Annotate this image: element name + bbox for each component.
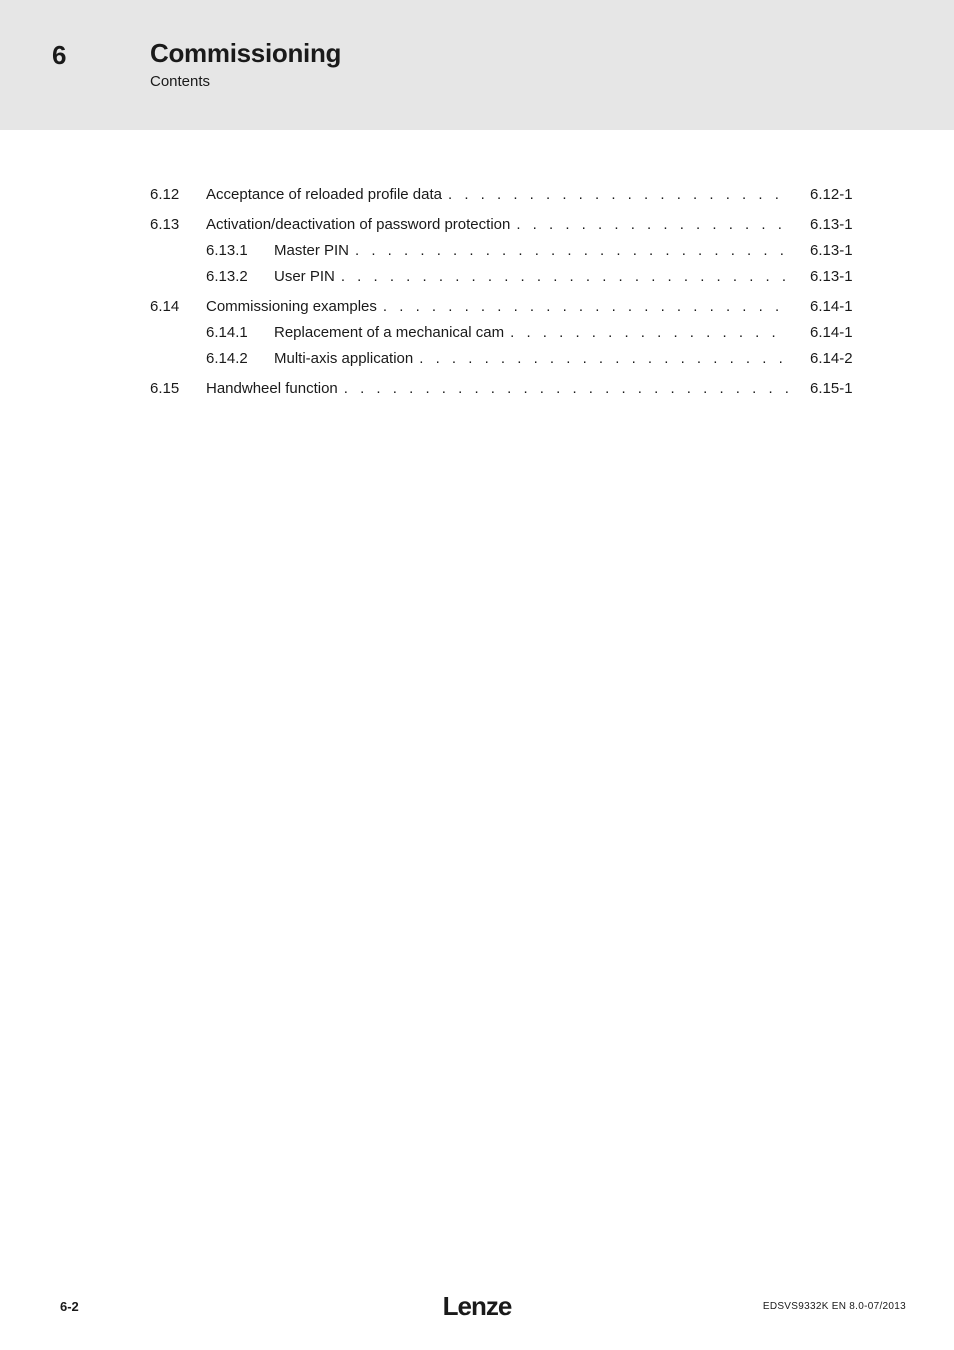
toc-text: Replacement of a mechanical cam bbox=[274, 324, 504, 341]
toc-entry: 6.13.1 Master PIN . . . . . . . . . . . … bbox=[150, 242, 864, 259]
toc-leader-dots: . . . . . . . . . . . . . . . . . . . . … bbox=[516, 216, 788, 233]
header-band: 6 Commissioning Contents bbox=[0, 0, 954, 130]
brand-logo: Lenze bbox=[443, 1291, 512, 1322]
toc-text: Commissioning examples bbox=[206, 298, 377, 315]
toc-number: 6.14 bbox=[150, 298, 206, 315]
toc-number: 6.13.1 bbox=[206, 242, 274, 259]
toc-page: 6.15-1 bbox=[794, 380, 864, 397]
toc-leader-dots: . . . . . . . . . . . . . . . . . . . . … bbox=[419, 350, 788, 367]
toc-entry: 6.13.2 User PIN . . . . . . . . . . . . … bbox=[150, 268, 864, 285]
toc-entry: 6.15 Handwheel function . . . . . . . . … bbox=[150, 380, 864, 397]
toc-text: Multi-axis application bbox=[274, 350, 413, 367]
toc-page: 6.13-1 bbox=[794, 268, 864, 285]
page-subtitle: Contents bbox=[150, 73, 341, 90]
toc-text: Acceptance of reloaded profile data bbox=[206, 186, 442, 203]
title-group: Commissioning Contents bbox=[150, 38, 341, 90]
toc-page: 6.12-1 bbox=[794, 186, 864, 203]
toc-entry: 6.12 Acceptance of reloaded profile data… bbox=[150, 186, 864, 203]
toc-page: 6.14-1 bbox=[794, 324, 864, 341]
toc-number: 6.12 bbox=[150, 186, 206, 203]
toc-number: 6.14.2 bbox=[206, 350, 274, 367]
page-number: 6-2 bbox=[60, 1299, 79, 1314]
toc-entry: 6.13 Activation/deactivation of password… bbox=[150, 216, 864, 233]
toc-text: Activation/deactivation of password prot… bbox=[206, 216, 510, 233]
toc-leader-dots: . . . . . . . . . . . . . . . . . . . . … bbox=[448, 186, 788, 203]
page-title: Commissioning bbox=[150, 38, 341, 69]
toc-number: 6.13.2 bbox=[206, 268, 274, 285]
table-of-contents: 6.12 Acceptance of reloaded profile data… bbox=[0, 186, 954, 397]
toc-leader-dots: . . . . . . . . . . . . . . . . . . . . … bbox=[383, 298, 788, 315]
toc-leader-dots: . . . . . . . . . . . . . . . . . . . . … bbox=[341, 268, 788, 285]
toc-number: 6.13 bbox=[150, 216, 206, 233]
toc-text: User PIN bbox=[274, 268, 335, 285]
toc-number: 6.14.1 bbox=[206, 324, 274, 341]
toc-entry: 6.14.2 Multi-axis application . . . . . … bbox=[150, 350, 864, 367]
toc-leader-dots: . . . . . . . . . . . . . . . . . . . . … bbox=[344, 380, 788, 397]
document-id: EDSVS9332K EN 8.0-07/2013 bbox=[763, 1301, 906, 1312]
toc-page: 6.13-1 bbox=[794, 242, 864, 259]
toc-leader-dots: . . . . . . . . . . . . . . . . . . . . … bbox=[510, 324, 788, 341]
chapter-number: 6 bbox=[52, 38, 150, 71]
toc-entry: 6.14 Commissioning examples . . . . . . … bbox=[150, 298, 864, 315]
toc-number: 6.15 bbox=[150, 380, 206, 397]
toc-text: Handwheel function bbox=[206, 380, 338, 397]
toc-page: 6.14-2 bbox=[794, 350, 864, 367]
footer: 6-2 Lenze EDSVS9332K EN 8.0-07/2013 bbox=[0, 1299, 954, 1314]
toc-text: Master PIN bbox=[274, 242, 349, 259]
toc-page: 6.13-1 bbox=[794, 216, 864, 233]
toc-leader-dots: . . . . . . . . . . . . . . . . . . . . … bbox=[355, 242, 788, 259]
toc-page: 6.14-1 bbox=[794, 298, 864, 315]
toc-entry: 6.14.1 Replacement of a mechanical cam .… bbox=[150, 324, 864, 341]
